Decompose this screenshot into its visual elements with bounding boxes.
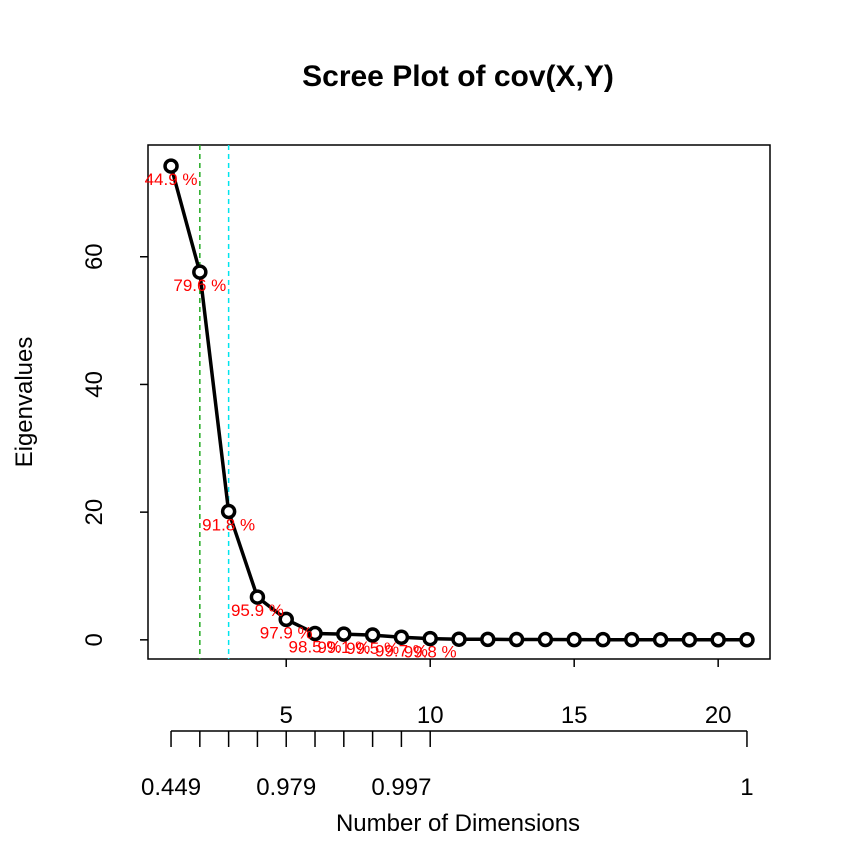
- x-tick-label-20: 20: [705, 702, 732, 729]
- x-axis: 5 10 15 20: [280, 659, 732, 729]
- data-point-2: [192, 264, 208, 280]
- data-point-8: [364, 627, 381, 643]
- cumulative-tick-label-1: 0.449: [141, 774, 201, 801]
- data-point-13: [508, 631, 525, 648]
- cumulative-label-6: 98.5 %: [289, 637, 342, 656]
- cumulative-label-4: 95.9 %: [231, 601, 284, 620]
- data-point-17: [624, 631, 640, 648]
- eigenvalue-line: [169, 165, 747, 642]
- plot-frame: [147, 144, 771, 660]
- y-axis: 0 20 40 60: [81, 243, 148, 646]
- x-tick-label-10: 10: [417, 702, 444, 729]
- y-tick-label-60: 60: [81, 243, 108, 270]
- cumulative-variance-axis: 0.449 0.979 0.997 1: [141, 730, 754, 801]
- data-point-14: [537, 631, 554, 648]
- y-axis-label: Eigenvalues: [11, 337, 38, 468]
- data-point-15: [566, 631, 582, 648]
- cumulative-label-3: 91.8 %: [202, 516, 255, 535]
- data-point-5: [278, 611, 294, 628]
- data-point-12: [480, 631, 496, 648]
- data-point-18: [652, 631, 669, 648]
- y-tick-label-20: 20: [81, 499, 108, 526]
- data-point-16: [595, 631, 611, 648]
- cumulative-tick-label-5: 0.979: [256, 774, 316, 801]
- data-point-7: [336, 626, 352, 642]
- cumulative-label-5: 97.9 %: [260, 623, 313, 642]
- y-tick-label-0: 0: [81, 633, 108, 646]
- reference-lines: [199, 145, 230, 659]
- data-point-4: [249, 589, 266, 605]
- x-tick-label-5: 5: [280, 702, 293, 729]
- data-point-9: [393, 629, 410, 646]
- x-axis-label: Number of Dimensions: [336, 810, 580, 837]
- chart-title: Scree Plot of cov(X,Y): [302, 60, 614, 93]
- cumulative-label-10: 99.8 %: [404, 643, 457, 662]
- cumulative-label-2: 79.6 %: [173, 276, 226, 295]
- cumulative-tick-label-9: 0.997: [371, 774, 431, 801]
- data-point-11: [451, 631, 467, 647]
- cumulative-label-7: 99.1 %: [317, 638, 370, 657]
- cumulative-label-8: 99.5 %: [346, 639, 399, 658]
- data-point-21: [739, 632, 755, 648]
- data-point-6: [307, 625, 323, 642]
- plot-area: 44.9 % 79.6 % 91.8 % 95.9 % 97.9 %98.5 %99.1…: [145, 144, 771, 662]
- cumulative-label-9: 99.7 %: [375, 641, 428, 660]
- cumulative-tick-label-21: 1: [740, 774, 753, 801]
- x-tick-label-15: 15: [561, 702, 588, 729]
- cumulative-label-1: 44.9 %: [145, 170, 198, 189]
- data-point-1: [163, 158, 179, 174]
- y-tick-label-40: 40: [81, 371, 108, 398]
- eigenvalue-series: [163, 158, 755, 648]
- data-point-10: [422, 630, 438, 647]
- data-point-20: [710, 632, 726, 648]
- cumulative-percent-labels: 44.9 % 79.6 % 91.8 % 95.9 % 97.9 %98.5 %99.1…: [145, 170, 457, 661]
- data-point-3: [220, 503, 237, 520]
- data-point-19: [681, 631, 698, 648]
